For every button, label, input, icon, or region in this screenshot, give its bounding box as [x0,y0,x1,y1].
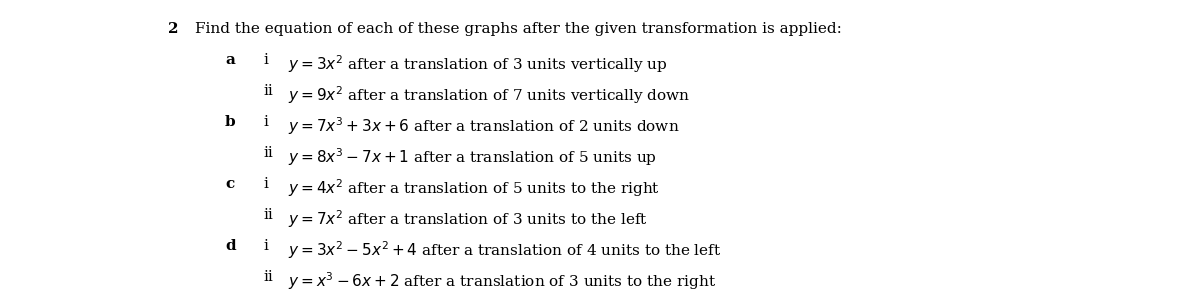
Text: ii: ii [263,84,272,98]
Text: $y = 8x^3 - 7x + 1$ after a translation of 5 units up: $y = 8x^3 - 7x + 1$ after a translation … [288,146,656,168]
Text: $y = 3x^2$ after a translation of 3 units vertically up: $y = 3x^2$ after a translation of 3 unit… [288,53,667,75]
Text: c: c [226,177,234,191]
Text: b: b [226,115,235,129]
Text: i: i [263,115,268,129]
Text: ii: ii [263,208,272,222]
Text: $y = 3x^2 - 5x^2 + 4$ after a translation of 4 units to the left: $y = 3x^2 - 5x^2 + 4$ after a translatio… [288,239,721,261]
Text: i: i [263,53,268,67]
Text: a: a [226,53,235,67]
Text: i: i [263,239,268,253]
Text: $y = x^3 - 6x + 2$ after a translation of 3 units to the right: $y = x^3 - 6x + 2$ after a translation o… [288,270,716,292]
Text: d: d [226,239,235,253]
Text: 2: 2 [168,22,179,36]
Text: ii: ii [263,270,272,284]
Text: $y = 7x^2$ after a translation of 3 units to the left: $y = 7x^2$ after a translation of 3 unit… [288,208,648,230]
Text: $y = 7x^3 + 3x + 6$ after a translation of 2 units down: $y = 7x^3 + 3x + 6$ after a translation … [288,115,679,137]
Text: ii: ii [263,146,272,160]
Text: $y = 4x^2$ after a translation of 5 units to the right: $y = 4x^2$ after a translation of 5 unit… [288,177,660,199]
Text: $y = 9x^2$ after a translation of 7 units vertically down: $y = 9x^2$ after a translation of 7 unit… [288,84,690,106]
Text: i: i [263,177,268,191]
Text: Find the equation of each of these graphs after the given transformation is appl: Find the equation of each of these graph… [194,22,842,36]
